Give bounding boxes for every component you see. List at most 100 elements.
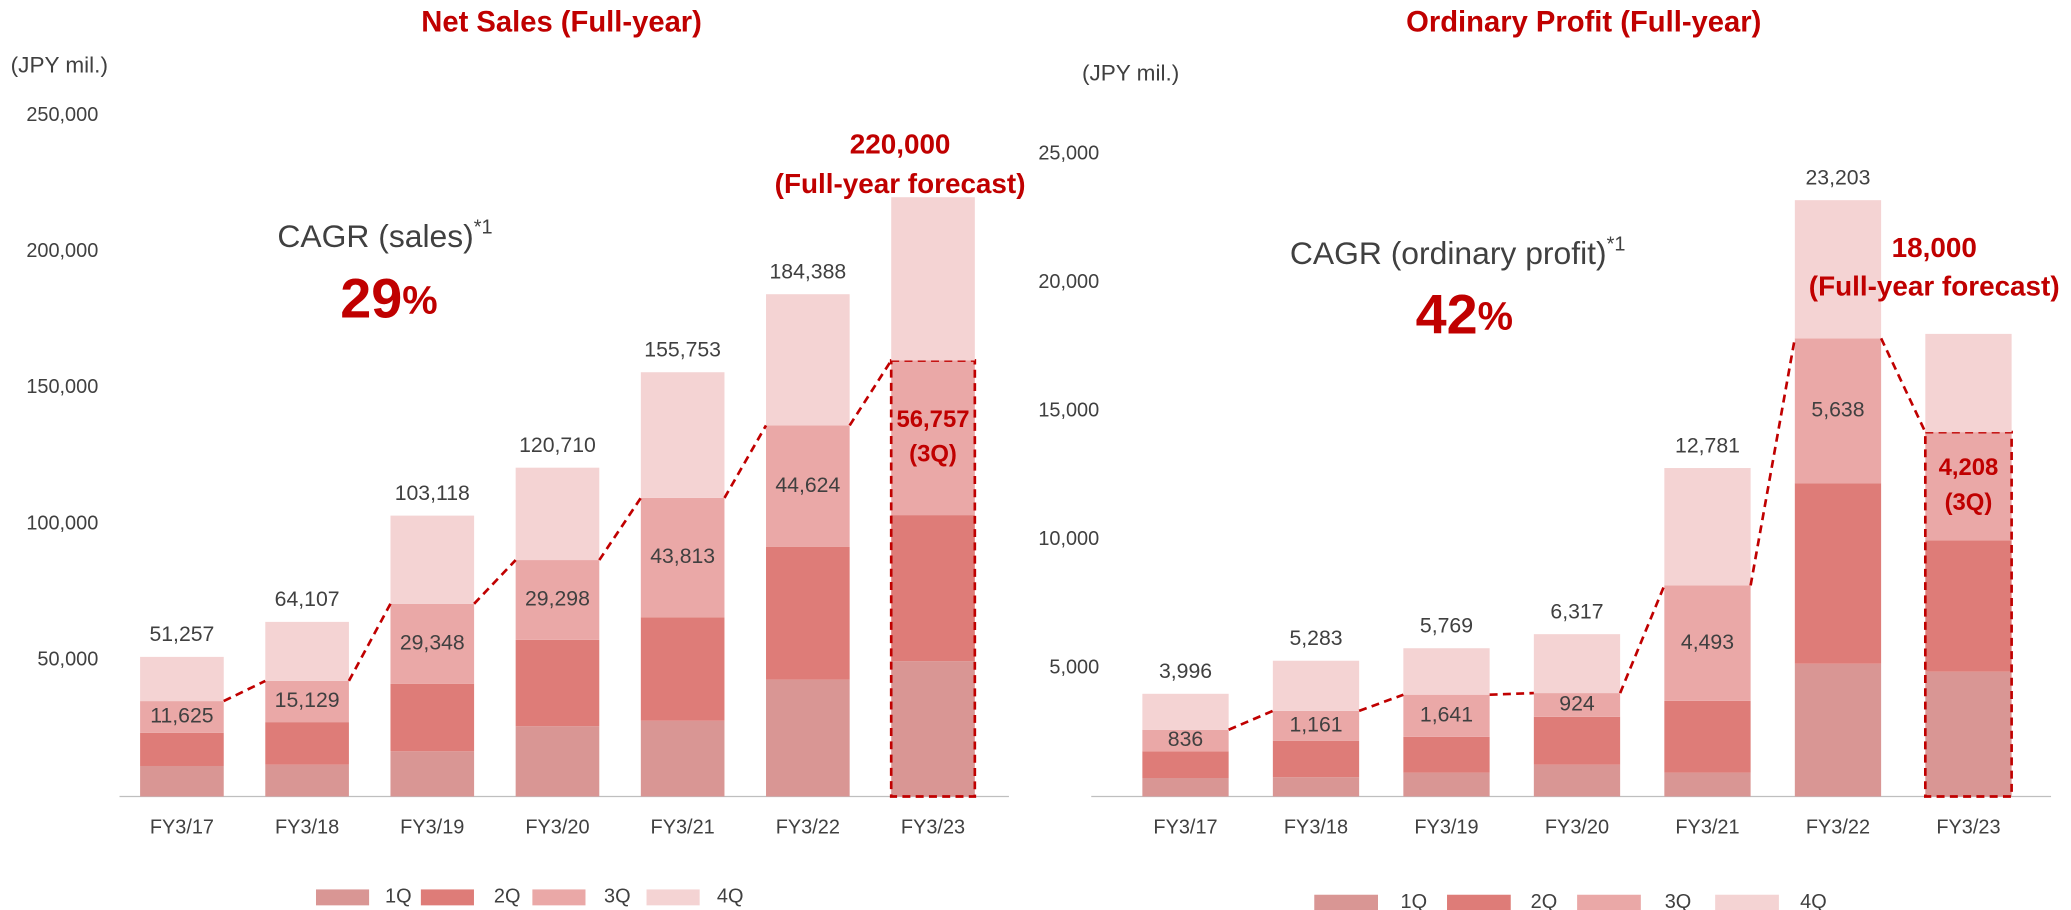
total-label: 23,203	[1806, 167, 1871, 190]
cagr-unit: %	[402, 278, 437, 322]
x-tick-label: FY3/18	[1284, 817, 1348, 839]
legend-label: 1Q	[385, 886, 412, 908]
bar-segment	[1664, 468, 1751, 586]
total-label: 64,107	[275, 588, 340, 611]
x-tick-label: FY3/17	[150, 817, 214, 839]
bar-segment	[390, 515, 475, 604]
trend-line	[1489, 691, 1534, 697]
trend-line	[598, 497, 642, 561]
legend-swatch	[315, 889, 370, 906]
bar-segment	[1794, 663, 1882, 797]
bar-segment	[891, 360, 975, 516]
bar-segment	[265, 764, 349, 797]
bar-segment	[1533, 693, 1621, 717]
y-tick-label: 50,000	[37, 649, 98, 671]
x-tick-label: FY3/21	[1675, 817, 1739, 839]
x-tick-label: FY3/20	[525, 817, 589, 839]
legend-label: 3Q	[1665, 891, 1692, 910]
bar-segment	[1403, 736, 1490, 773]
y-tick-label: 5,000	[1049, 656, 1099, 678]
value-label: 11,625	[150, 705, 213, 728]
legend-label: 4Q	[717, 886, 744, 908]
x-tick-label: FY3/23	[1936, 817, 2000, 839]
total-label: 155,753	[644, 339, 721, 362]
bar-segment	[140, 701, 224, 733]
bar-segment	[1142, 693, 1229, 730]
cagr-number: 42	[1416, 283, 1478, 345]
trend-line	[1879, 337, 1927, 433]
value-label: 29,348	[400, 631, 465, 654]
total-label: 6,317	[1550, 601, 1603, 624]
bar-segment	[1272, 660, 1360, 711]
total-label: 5,769	[1420, 615, 1473, 638]
chart-title: Net Sales (Full-year)	[421, 7, 702, 39]
x-tick-label: FY3/19	[1414, 817, 1478, 839]
cagr-label: CAGR (sales)*1	[277, 217, 492, 255]
legend-swatch	[1447, 894, 1511, 910]
value-label: 29,298	[525, 588, 590, 611]
y-tick-label: 25,000	[1038, 142, 1099, 164]
bar-segment	[515, 467, 600, 561]
y-tick-label: 10,000	[1038, 528, 1099, 550]
value-label: 5,638	[1811, 398, 1864, 421]
bar-segment	[1925, 540, 2012, 672]
total-label: 103,118	[395, 482, 470, 505]
cagr-label: CAGR (ordinary profit)*1	[1290, 234, 1626, 272]
bar-segment	[640, 720, 725, 797]
bar-segment	[390, 683, 475, 752]
bar-segment	[640, 617, 725, 721]
bar-segment	[1142, 729, 1229, 752]
total-label: 12,781	[1675, 434, 1740, 457]
bar-segment	[265, 680, 349, 723]
y-tick-label: 250,000	[26, 104, 98, 126]
forecast-note: (Full-year forecast)	[775, 168, 1026, 199]
legend-label: 4Q	[1800, 891, 1827, 910]
legend-swatch	[1715, 894, 1779, 910]
value-label: 924	[1559, 693, 1595, 716]
forecast-total: 220,000	[850, 128, 951, 159]
bar-segment	[515, 560, 600, 640]
trend-line	[1228, 709, 1274, 732]
bar-segment	[1142, 777, 1229, 797]
value-label: 44,624	[775, 474, 840, 497]
bar-segment	[390, 603, 475, 684]
legend-swatch	[1314, 894, 1378, 910]
bar-segment	[1925, 432, 2012, 541]
bar-segment	[1272, 710, 1360, 741]
total-label: 51,257	[149, 623, 214, 646]
y-axis-label: (JPY mil.)	[11, 52, 108, 77]
y-tick-label: 15,000	[1038, 399, 1099, 421]
x-tick-label: FY3/21	[651, 817, 715, 839]
cagr-text: CAGR (sales)	[277, 218, 473, 254]
x-tick-label: FY3/22	[1806, 817, 1870, 839]
bar-segment	[1533, 634, 1621, 694]
bar-segment	[1533, 764, 1621, 797]
legend-label: 2Q	[494, 886, 521, 908]
bar-segment	[891, 661, 975, 797]
bar-segment	[766, 546, 850, 680]
bar-segment	[891, 197, 975, 361]
bar-segment	[140, 732, 224, 766]
cagr-number: 29	[340, 267, 402, 329]
legend-swatch	[1577, 894, 1641, 910]
chart-title: Ordinary Profit (Full-year)	[1406, 7, 1761, 39]
y-tick-label: 20,000	[1038, 271, 1099, 293]
legend-swatch	[646, 889, 700, 906]
bar-segment	[1794, 483, 1882, 664]
bar-segment	[1664, 585, 1751, 701]
trend-line	[347, 603, 392, 682]
total-label: 184,388	[769, 261, 846, 284]
x-tick-label: FY3/20	[1545, 817, 1609, 839]
cagr-note: *1	[474, 217, 493, 239]
trend-line	[848, 359, 893, 427]
x-tick-label: FY3/23	[901, 817, 965, 839]
total-label: 120,710	[519, 434, 596, 457]
legend-swatch	[532, 889, 586, 906]
trend-line	[1749, 338, 1797, 586]
y-tick-label: 200,000	[26, 240, 98, 262]
x-tick-label: FY3/19	[400, 817, 464, 839]
quarter-note: (3Q)	[1945, 489, 1993, 516]
bar-segment	[140, 765, 224, 797]
value-label: 15,129	[275, 689, 340, 712]
